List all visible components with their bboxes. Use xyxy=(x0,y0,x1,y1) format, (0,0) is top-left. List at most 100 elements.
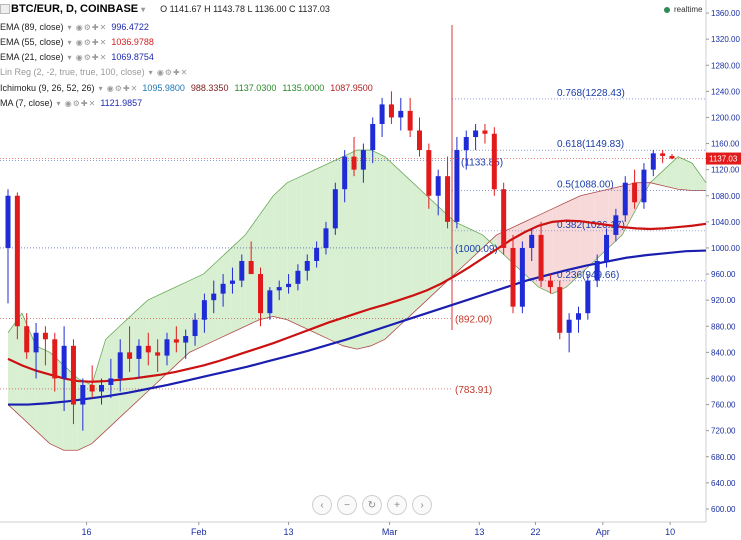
candle-body xyxy=(323,228,329,248)
candle-body xyxy=(379,104,385,124)
cloud-segment xyxy=(287,176,302,327)
candle-body xyxy=(164,339,170,356)
candle-body xyxy=(304,261,310,271)
candle-body xyxy=(70,345,76,405)
candle-body xyxy=(145,345,151,353)
candle-body xyxy=(632,182,638,203)
symbol-title[interactable]: BTC/EUR, D, COINBASE xyxy=(11,3,139,15)
y-tick-label: 680.00 xyxy=(711,453,736,462)
symbol-header: BTC/EUR, D, COINBASE ▾ O 1141.67 H 1143.… xyxy=(0,3,330,15)
cloud-segment xyxy=(329,156,344,346)
cloud-span-b xyxy=(7,182,706,451)
level-label: (783.91) xyxy=(455,385,492,396)
ema-55-line xyxy=(7,219,707,383)
candle-body xyxy=(33,332,39,353)
cloud-segment xyxy=(35,345,50,444)
y-tick-label: 1360.00 xyxy=(711,9,740,18)
candle-body xyxy=(360,150,366,170)
candle-body xyxy=(117,352,123,379)
y-tick-label: 640.00 xyxy=(711,479,736,488)
legend-controls-icon: ▾ ◉⚙✚✕ xyxy=(148,67,189,77)
ohlc-values: O 1141.67 H 1143.78 L 1136.00 C 1137.03 xyxy=(160,4,330,14)
candle-body xyxy=(108,378,114,385)
collapse-icon[interactable] xyxy=(0,4,10,14)
candle-body xyxy=(14,195,20,327)
candle-body xyxy=(566,319,572,333)
x-tick-label: Apr xyxy=(596,527,610,537)
y-tick-label: 760.00 xyxy=(711,401,736,410)
candle-body xyxy=(445,176,451,222)
ema-89-line xyxy=(8,249,707,406)
candle-body xyxy=(407,110,413,131)
minus-icon[interactable]: − xyxy=(337,495,357,515)
chevron-right-icon[interactable]: › xyxy=(412,495,432,515)
candle-body xyxy=(575,313,581,320)
candle-body xyxy=(286,283,292,288)
candle-body xyxy=(220,283,226,294)
y-tick-label: 960.00 xyxy=(711,270,736,279)
cloud-segment xyxy=(580,192,595,275)
legend-controls-icon: ▾ ◉⚙✚✕ xyxy=(67,22,108,32)
candle-body xyxy=(585,280,591,314)
cloud-segment xyxy=(370,150,385,346)
legend-ema55[interactable]: EMA (55, close) ▾ ◉⚙✚✕ 1036.9788 xyxy=(0,37,154,47)
reset-icon[interactable]: ↻ xyxy=(362,495,382,515)
candle-body xyxy=(5,195,11,248)
legend-ema21[interactable]: EMA (21, close) ▾ ◉⚙✚✕ 1069.8754 xyxy=(0,52,154,62)
candle-body xyxy=(229,280,235,284)
candle-body xyxy=(463,137,469,151)
x-tick-label: 16 xyxy=(82,527,92,537)
cloud-segment xyxy=(91,339,106,444)
legend-ema89[interactable]: EMA (89, close) ▾ ◉⚙✚✕ 996.4722 xyxy=(0,22,149,32)
current-price-label: 1137.03 xyxy=(709,155,738,164)
x-tick-label: 22 xyxy=(530,527,540,537)
candle-body xyxy=(127,352,133,359)
candle-body xyxy=(183,336,189,343)
y-tick-label: 1040.00 xyxy=(711,218,740,227)
candle-body xyxy=(547,280,553,288)
candle-body xyxy=(613,215,619,235)
cloud-segment xyxy=(664,156,679,190)
candle-body xyxy=(426,150,432,196)
candle-body xyxy=(557,287,563,333)
candle-body xyxy=(660,153,666,156)
x-tick-label: 13 xyxy=(474,527,484,537)
legend-controls-icon: ▾ ◉⚙✚✕ xyxy=(56,98,97,108)
fib-level-label: 0.5(1088.00) xyxy=(557,180,614,191)
cloud-segment xyxy=(566,195,581,288)
candle-body xyxy=(295,270,301,284)
y-tick-label: 1080.00 xyxy=(711,192,740,201)
plus-icon[interactable]: + xyxy=(387,495,407,515)
candle-body xyxy=(351,156,357,170)
cloud-segment xyxy=(343,150,357,350)
dropdown-icon[interactable]: ▾ xyxy=(141,4,147,14)
candle-body xyxy=(211,293,217,301)
candle-body xyxy=(622,182,628,216)
cloud-segment xyxy=(315,163,330,340)
candle-body xyxy=(52,339,58,379)
chevron-left-icon[interactable]: ‹ xyxy=(312,495,332,515)
y-tick-label: 920.00 xyxy=(711,296,736,305)
cloud-segment xyxy=(161,287,176,379)
cloud-segment xyxy=(8,313,22,418)
legend-controls-icon: ▾ ◉⚙✚✕ xyxy=(67,37,108,47)
legend-ma7[interactable]: MA (7, close) ▾ ◉⚙✚✕ 1121.9857 xyxy=(0,98,143,108)
candle-body xyxy=(669,155,675,159)
fib-level-label: 0.382(1026.17) xyxy=(557,220,625,231)
legend-linreg[interactable]: Lin Reg (2, -2, true, true, 100, close) ▾… xyxy=(0,67,189,77)
candle-body xyxy=(42,332,48,340)
candle-body xyxy=(192,319,198,337)
candle-body xyxy=(314,247,320,261)
candle-body xyxy=(267,290,273,314)
candle-body xyxy=(80,384,86,405)
cloud-segment xyxy=(468,228,483,261)
candle-body xyxy=(594,261,600,281)
cloud-segment xyxy=(384,156,399,340)
y-tick-label: 1280.00 xyxy=(711,61,740,70)
y-tick-label: 1320.00 xyxy=(711,35,740,44)
legend-ichimoku[interactable]: Ichimoku (9, 26, 52, 26) ▾ ◉⚙✚✕ 1095.9800… xyxy=(0,83,373,93)
candle-body xyxy=(332,189,338,229)
fib-level-label: 0.768(1228.43) xyxy=(557,88,625,99)
price-axis-bg xyxy=(706,0,741,540)
